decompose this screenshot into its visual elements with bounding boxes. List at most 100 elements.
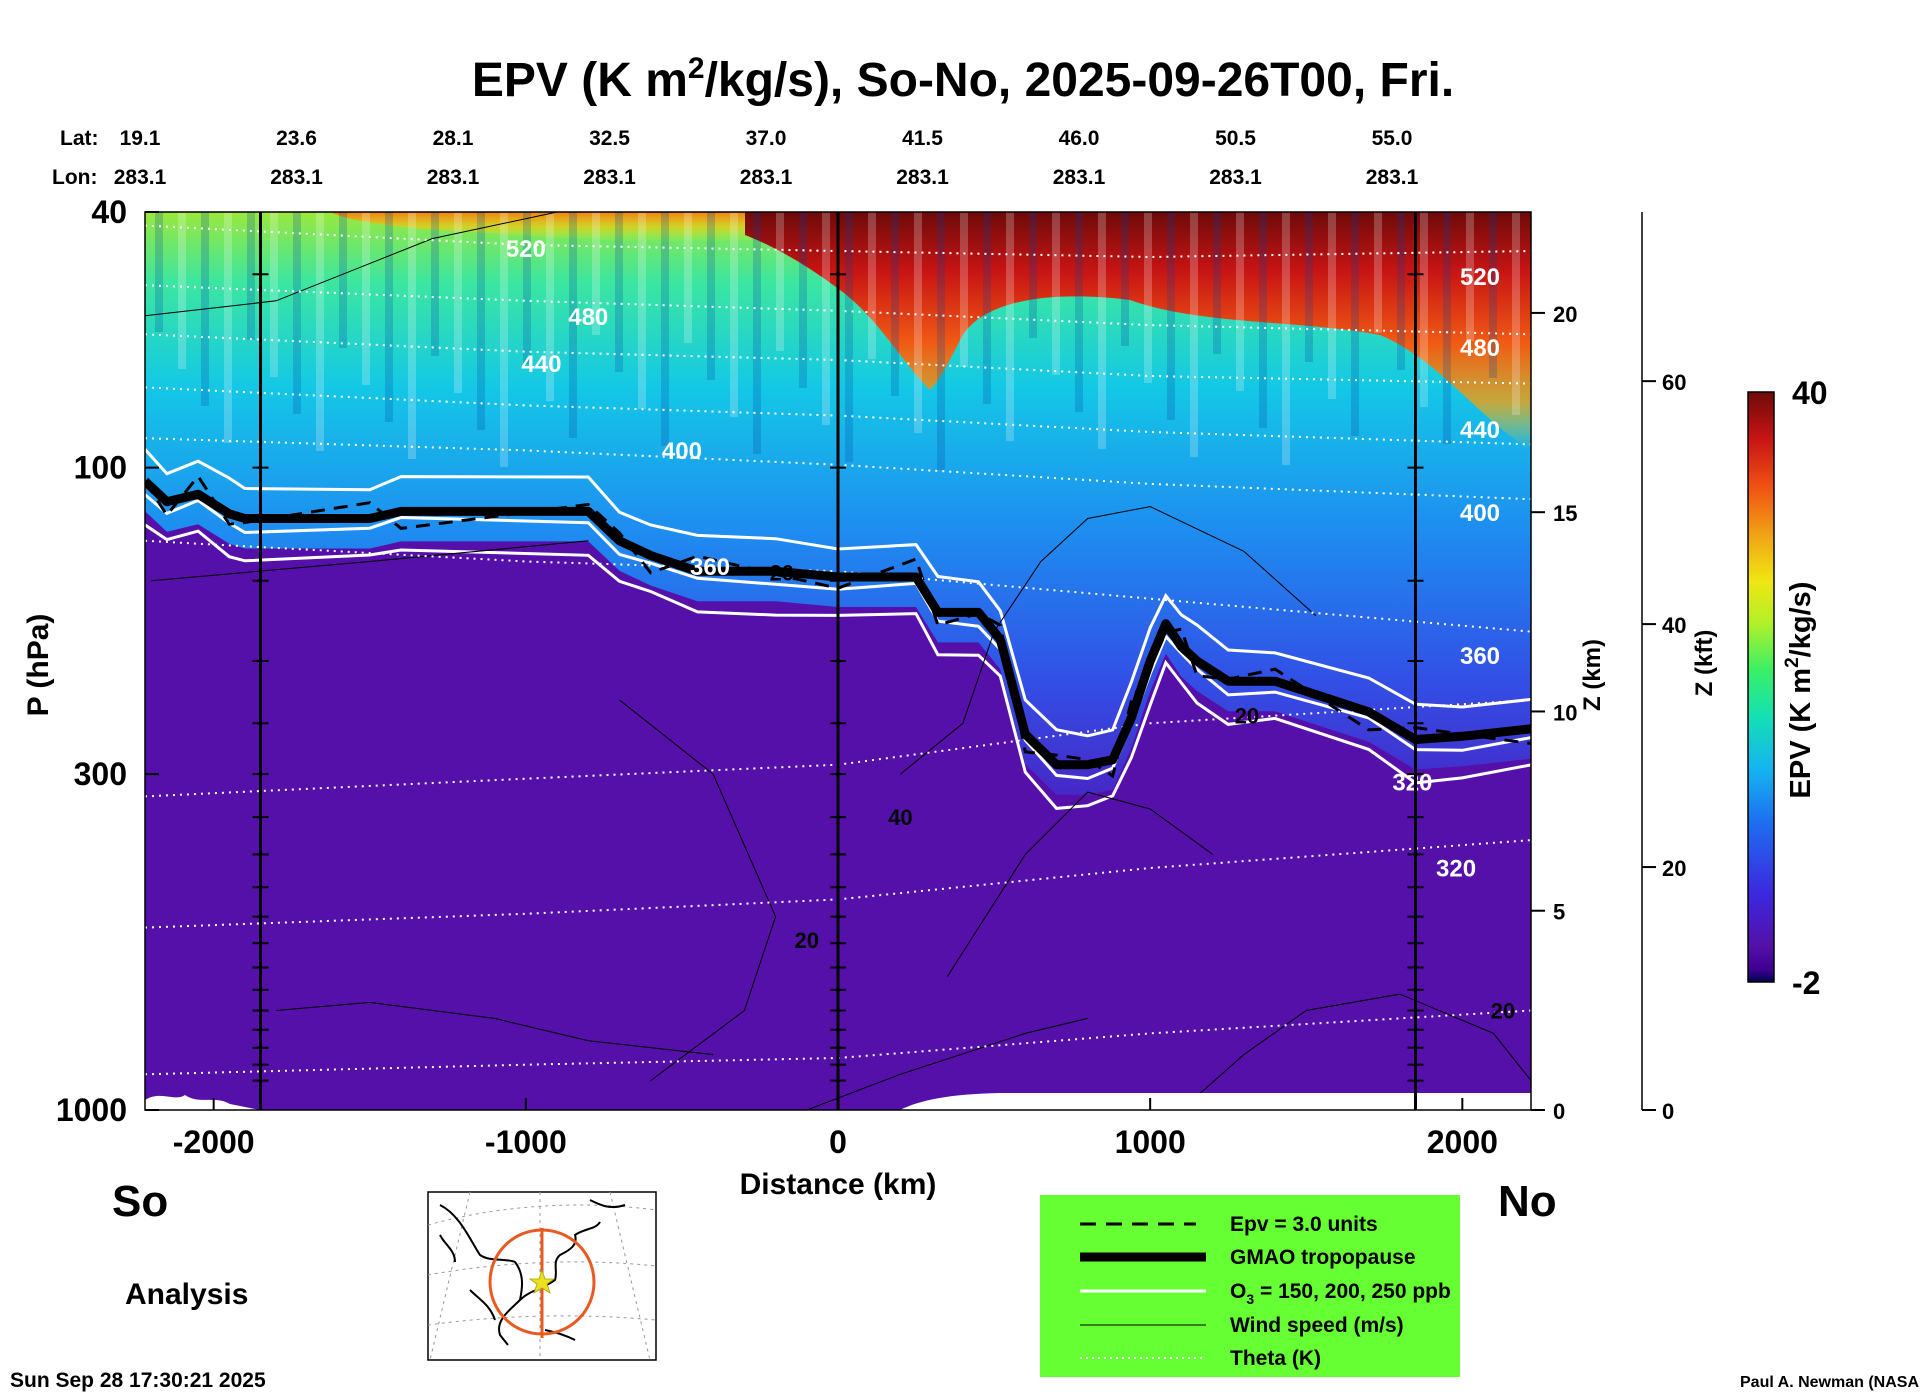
epv-streak: [224, 212, 232, 443]
epv-streak: [454, 212, 462, 393]
wind-label: 20: [1491, 998, 1515, 1023]
epv-streak: [1466, 212, 1474, 341]
title-text: EPV (K m: [472, 54, 688, 107]
theta-label: 400: [662, 438, 702, 465]
north-label: No: [1498, 1177, 1557, 1226]
epv-streak: [776, 212, 784, 351]
epv-streak: [1397, 212, 1405, 370]
lat-value: 23.6: [276, 127, 317, 150]
p-tick-label: 100: [74, 450, 127, 486]
colorbar-title: EPV (K m2/kg/s): [1782, 582, 1817, 799]
wind-speed-labels: 20 40 20 20 20: [770, 561, 1516, 1024]
theta-label: 400: [1460, 500, 1500, 527]
epv-streak: [247, 212, 255, 340]
legend: Epv = 3.0 units GMAO tropopause O3 = 150…: [1040, 1195, 1460, 1377]
p-tick-label: 1000: [56, 1092, 127, 1128]
colorbar-title-sup: 2: [1782, 657, 1803, 668]
epv-streak: [1489, 212, 1497, 378]
epv-streak: [1190, 212, 1198, 457]
lon-value: 283.1: [583, 166, 636, 189]
legend-label-epv: Epv = 3.0 units: [1230, 1213, 1378, 1236]
legend-label-ozone: O3 = 150, 200, 250 ppb: [1230, 1280, 1451, 1307]
wind-speed-contours: [145, 212, 1531, 1110]
epv-streak: [1282, 212, 1290, 465]
epv-streak: [155, 212, 163, 332]
wind-contour-line: [151, 540, 589, 582]
wind-contour-line: [276, 1001, 714, 1056]
epv-streak: [1351, 212, 1359, 436]
epv-streak: [1420, 212, 1428, 407]
ozone-contours: [145, 448, 1531, 810]
colorbar-title-text: EPV (K m: [1785, 668, 1817, 799]
x-axis-title: Distance (km): [740, 1168, 937, 1201]
epv-streak: [1328, 212, 1336, 399]
theta-label: 360: [690, 554, 730, 581]
epv-streak: [385, 212, 393, 422]
epv-streak: [661, 212, 669, 446]
epv-streak: [1236, 212, 1244, 391]
theta-label: 520: [506, 236, 546, 263]
lat-marker-lines: [252, 212, 1424, 1110]
south-label: So: [112, 1177, 168, 1226]
legend-ozone-sub: 3: [1246, 1291, 1254, 1307]
lat-row-label: Lat:: [60, 127, 99, 150]
lat-value: 50.5: [1215, 127, 1256, 150]
zkm-tick-label: 20: [1553, 302, 1577, 327]
gmao-tropopause-line: [145, 477, 1531, 770]
lon-value: 283.1: [896, 166, 949, 189]
legend-ozone-post: = 150, 200, 250 ppb: [1254, 1280, 1451, 1303]
wind-contour-line: [946, 791, 1213, 977]
colorbar-tick-label: 40: [1792, 375, 1828, 411]
epv-streak: [362, 212, 370, 385]
epv-streak: [1167, 212, 1175, 420]
lon-value: 283.1: [270, 166, 323, 189]
lat-value: 55.0: [1372, 127, 1413, 150]
theta-label: 480: [1460, 335, 1500, 362]
lon-value: 283.1: [1053, 166, 1106, 189]
epv-streak: [960, 212, 968, 367]
zkm-tick-label: 10: [1553, 700, 1577, 725]
epv-streak: [1443, 212, 1451, 444]
lon-value: 283.1: [1209, 166, 1262, 189]
epv-streak: [1144, 212, 1152, 383]
epv-streak: [500, 212, 508, 467]
inset-map: [427, 1191, 657, 1361]
x-tick-label: -1000: [485, 1124, 567, 1160]
epv-streak: [569, 212, 577, 438]
epv-streak: [914, 212, 922, 433]
ozone-contour-line: [145, 448, 1531, 738]
lat-value: 32.5: [589, 127, 630, 150]
lat-lon-values: 19.1 23.6 28.1 32.5 37.0 41.5 46.0 50.5 55.0 283.…: [114, 127, 1419, 189]
pressure-axis: 40 100 300 1000: [56, 194, 159, 1128]
epv-streak: [477, 212, 485, 430]
surface-gaps: [145, 1093, 1531, 1110]
z-kft-axis: 0 20 40 60: [1641, 212, 1686, 1124]
lon-value: 283.1: [740, 166, 793, 189]
epv-streak: [1006, 212, 1014, 441]
colorbar-tick-label: -2: [1792, 965, 1820, 1001]
wind-contour-line: [806, 1017, 1088, 1110]
map-star-icon: [528, 1268, 556, 1294]
epv-streak: [546, 212, 554, 401]
theta-label: 520: [1460, 264, 1500, 291]
legend-label-wind: Wind speed (m/s): [1230, 1314, 1404, 1337]
wind-label: 40: [888, 805, 912, 830]
high-epv-band-north: [745, 212, 1531, 450]
high-epv-band-south: [330, 212, 830, 243]
x-tick-label: 2000: [1427, 1124, 1498, 1160]
zkft-tick-label: 20: [1662, 856, 1686, 881]
ozone-contour-line: [145, 523, 1531, 810]
epv-streak: [1052, 212, 1060, 375]
epv-streak: [799, 212, 807, 388]
title-text-post: /kg/s), So-No, 2025-09-26T00, Fri.: [705, 54, 1455, 107]
zkm-tick-label: 0: [1553, 1099, 1565, 1124]
legend-ozone-pre: O: [1230, 1280, 1246, 1303]
wind-contour-line: [619, 699, 777, 1082]
x-tick-label: -2000: [173, 1124, 255, 1160]
zkft-tick-label: 0: [1662, 1099, 1674, 1124]
epv-streak: [845, 212, 853, 462]
epv-streak: [592, 212, 600, 335]
analysis-label: Analysis: [125, 1278, 248, 1311]
epv-streak: [822, 212, 830, 425]
epv-streak: [1029, 212, 1037, 338]
